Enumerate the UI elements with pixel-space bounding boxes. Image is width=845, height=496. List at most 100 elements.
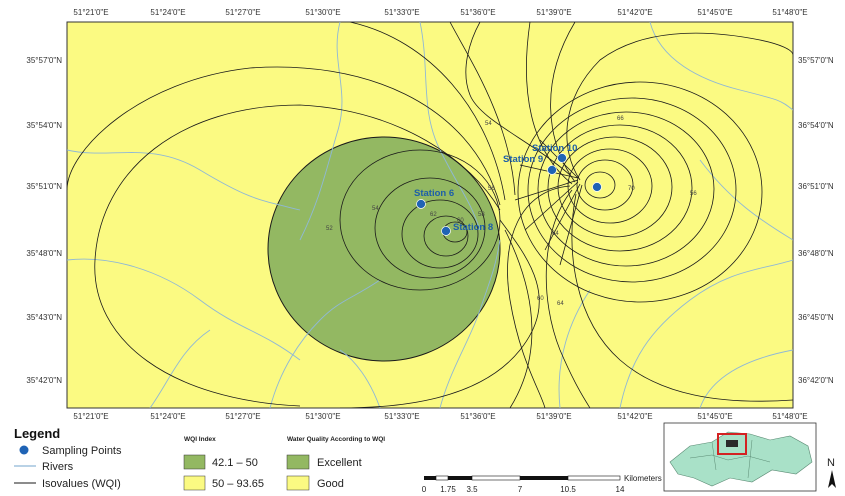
excellent-quality-swatch [286,454,310,470]
scale-segment [567,475,621,481]
north-arrow-icon [828,470,836,488]
isoline-label: 52 [326,226,333,232]
good-quality-swatch [286,475,310,491]
lon-tick: 51°21'0"E [73,8,108,17]
isoline [449,22,516,196]
river-line [699,349,793,408]
inset-region [669,431,813,487]
river-line [67,258,301,361]
isoline [339,219,540,408]
lon-tick: 51°30'0"E [305,8,340,17]
isoline [517,81,763,303]
lon-tick: 51°27'0"E [225,8,260,17]
river-line [299,22,343,241]
lon-tick: 51°27'0"E [225,412,260,421]
station-marker[interactable] [592,182,602,192]
station-label: Station 9 [503,154,543,165]
station-label: Station 10 [532,143,577,154]
legend-rivers-label: Rivers [42,461,74,473]
lon-tick: 51°36'0"E [460,412,495,421]
sampling-point-symbol [19,445,29,455]
isoline [537,111,715,267]
lat-tick: 35°54'0"N [26,121,62,130]
lat-tick: 35°42'0"N [26,376,62,385]
legend-sampling-label: Sampling Points [42,445,122,457]
isoline-label: 66 [617,116,624,122]
scale-unit: Kilometers [624,474,662,483]
station-marker[interactable] [441,226,451,236]
isoline [67,66,501,206]
lon-tick: 51°45'0"E [697,8,732,17]
scale-tick: 0 [422,485,427,494]
isoline-label: 54 [485,121,492,127]
scale-bar: Kilometers 0 1.75 3.5 7 10.5 14 [422,474,662,494]
isoline-label: 56 [690,191,697,197]
river-line [439,239,501,408]
legend-isovalues-label: Isovalues (WQI) [42,478,121,490]
isoline-label: 64 [552,231,559,237]
class-label: Good [317,478,344,490]
scale-tick: 1.75 [440,485,456,494]
river-line [419,22,481,231]
inset-locator-map [663,422,817,492]
river-line [339,349,381,408]
lat-tick: 36°42'0"N [798,376,834,385]
lon-tick: 51°24'0"E [150,8,185,17]
isoline-labels: 54 56 58 60 62 64 66 60 64 70 56 54 52 [326,116,697,307]
lat-tick: 36°51'0"N [798,182,834,191]
river-line [558,289,591,408]
lat-tick: 36°45'0"N [798,313,834,322]
lat-tick: 35°48'0"N [26,249,62,258]
legend: Legend Sampling Points Rivers Isovalues … [14,426,385,491]
isoline [571,193,793,402]
lat-tick: 35°51'0"N [26,182,62,191]
class-range: 42.1 – 50 [212,457,258,469]
station-labels: Station 10 Station 9 Station 6 Station 8 [414,143,577,233]
scale-tick: 7 [518,485,523,494]
station-marker[interactable] [557,153,567,163]
isoline [374,177,486,279]
lat-tick: 35°43'0"N [26,313,62,322]
excellent-zone [267,136,501,362]
lon-tick: 51°42'0"E [617,8,652,17]
scale-tick: 10.5 [560,485,576,494]
scale-segment [448,476,472,480]
river-line [699,159,793,241]
station-marker[interactable] [416,199,426,209]
lat-tick: 36°54'0"N [798,121,834,130]
rivers [67,22,793,408]
lon-tick: 51°42'0"E [617,412,652,421]
lon-tick: 51°48'0"E [772,8,807,17]
lon-tick: 51°45'0"E [697,412,732,421]
isoline-label: 56 [488,186,495,192]
scale-tick: 3.5 [466,485,478,494]
lat-tick: 36°48'0"N [798,249,834,258]
isoline [557,136,673,238]
lon-tick: 51°39'0"E [536,412,571,421]
lon-tick: 51°33'0"E [384,412,419,421]
scale-tick: 14 [616,485,625,494]
quality-header: Water Quality According to WQI [287,436,385,443]
isoline [94,104,501,407]
isoline [550,22,576,183]
class-range: 50 – 93.65 [212,478,264,490]
isoline [526,22,573,185]
map-frame: 54 56 58 60 62 64 66 60 64 70 56 54 52 [66,21,794,409]
scale-segment [424,476,436,480]
station-marker[interactable] [547,165,557,175]
inset-study-area [726,440,738,447]
sampling-points [416,153,602,236]
isoline [547,124,693,252]
bottom-lon-ticks: 51°21'0"E 51°24'0"E 51°27'0"E 51°30'0"E … [73,412,807,421]
isoline [584,171,616,199]
isoline [465,22,571,176]
river-line [67,149,301,211]
inset-highlight [717,433,747,455]
scale-segment [520,476,568,480]
right-lat-ticks: 35°57'0"N 36°54'0"N 36°51'0"N 36°48'0"N … [798,56,834,385]
scale-segment [435,475,449,481]
station-label: Station 6 [414,188,454,199]
lon-tick: 51°36'0"E [460,8,495,17]
lon-tick: 51°33'0"E [384,8,419,17]
